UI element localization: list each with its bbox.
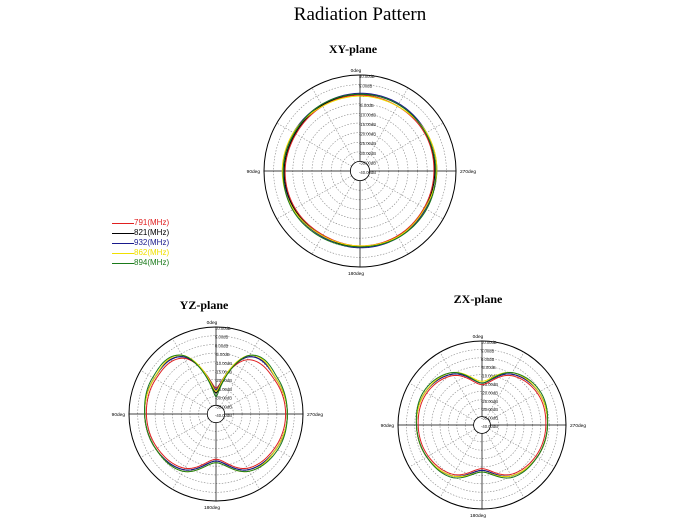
polar-grid-spoke	[172, 338, 212, 407]
polar-grid-spoke	[276, 122, 352, 167]
legend-label: 821(MHz)	[134, 228, 170, 237]
radial-tick-label: -5.00dB	[359, 103, 374, 108]
polar-grid-spoke	[409, 428, 475, 468]
legend-label: 932(MHz)	[134, 238, 170, 247]
radial-tick-label: -25.00dB	[481, 399, 498, 404]
radial-tick-label: -20.00dB	[481, 390, 498, 395]
legend-swatch	[112, 263, 134, 264]
radial-tick-label: -30.00dB	[215, 396, 232, 401]
angle-label-left: 90deg	[247, 169, 261, 175]
radial-tick-label: 5.00dB	[359, 84, 372, 89]
angle-label-top: 0deg	[473, 334, 484, 340]
polar-grid-spoke	[276, 175, 352, 220]
series-curve-894(MHz)	[144, 354, 288, 473]
polar-grid-spoke	[140, 418, 209, 458]
polar-grid-spoke	[439, 352, 479, 418]
polar-grid-spoke	[489, 428, 555, 468]
polar-plot-zx: 10.00dB 5.00dB 0.00dB -5.00dB -10.00dB -15.00…	[381, 334, 587, 519]
legend-swatch	[112, 243, 134, 244]
legend-label: 862(MHz)	[134, 248, 170, 257]
polar-grid-spoke	[172, 421, 212, 490]
radial-tick-label: -5.00dB	[215, 352, 230, 357]
radial-tick-label: -25.00dB	[215, 387, 232, 392]
chart-title-xy: XY-plane	[328, 42, 378, 56]
polar-center-circle	[473, 416, 491, 434]
legend-item: 932(MHz)	[112, 238, 172, 248]
chart-title-zx: ZX-plane	[453, 292, 503, 306]
legend-item: 821(MHz)	[112, 228, 172, 238]
radial-tick-label: -15.00dB	[481, 382, 498, 387]
polar-grid-spoke	[220, 338, 260, 407]
angle-label-top: 0deg	[351, 68, 362, 74]
angle-label-left: 90deg	[112, 412, 126, 418]
series-curve-862(MHz)	[281, 95, 438, 247]
legend-label: 894(MHz)	[134, 258, 170, 267]
angle-label-right: 270deg	[570, 423, 586, 429]
radial-tick-label: -5.00dB	[481, 365, 496, 370]
chart-title-yz: YZ-plane	[179, 298, 229, 312]
polar-grid-spoke	[364, 87, 409, 163]
angle-label-top: 0deg	[207, 320, 218, 326]
radial-tick-label: -35.00dB	[215, 404, 232, 409]
radial-tick-label: -20.00dB	[359, 132, 376, 137]
polar-grid-spoke	[439, 432, 479, 498]
legend-item: 791(MHz)	[112, 218, 172, 228]
polar-grid-spoke	[311, 87, 356, 163]
series-curve-894(MHz)	[282, 93, 437, 248]
radial-tick-label: -40.00dB	[359, 170, 376, 175]
radial-tick-label: 5.00dB	[481, 348, 494, 353]
polar-plot-yz: 10.00dB 5.00dB 0.00dB -5.00dB -10.00dB -15.00…	[112, 320, 324, 511]
radial-tick-label: -40.00dB	[481, 424, 498, 429]
radial-tick-label: -10.00dB	[359, 112, 376, 117]
radial-tick-label: -30.00dB	[481, 407, 498, 412]
polar-center-circle	[350, 161, 371, 182]
radial-tick-label: 10.00dB	[215, 326, 231, 331]
angle-label-left: 90deg	[381, 423, 395, 429]
angle-label-right: 270deg	[307, 412, 323, 418]
radial-tick-label: -10.00dB	[481, 374, 498, 379]
series-curve-791(MHz)	[417, 374, 547, 476]
radial-tick-label: 0.00dB	[215, 343, 228, 348]
polar-center-circle	[206, 404, 226, 424]
legend-label: 791(MHz)	[134, 218, 170, 227]
polar-plot-xy: 40.00dB5.00dB0.00dB-5.00dB-10.00dB-15.00…	[247, 68, 477, 277]
radial-tick-label: -15.00dB	[359, 122, 376, 127]
radial-tick-label: -35.00dB	[481, 416, 498, 421]
legend-swatch	[112, 223, 134, 224]
angle-label-bottom: 180deg	[348, 271, 364, 277]
series-curve-791(MHz)	[145, 357, 287, 470]
radial-tick-label: -30.00dB	[359, 151, 376, 156]
radial-tick-label: 5.00dB	[215, 335, 228, 340]
radial-tick-label: -35.00dB	[359, 160, 376, 165]
radial-tick-label: 40.00dB	[359, 74, 375, 79]
angle-label-bottom: 180deg	[470, 513, 486, 519]
legend-item: 862(MHz)	[112, 248, 172, 258]
polar-grid-spoke	[409, 382, 475, 422]
polar-grid-spoke	[140, 370, 209, 410]
legend-swatch	[112, 233, 134, 234]
legend-item: 894(MHz)	[112, 258, 172, 268]
polar-grid-spoke	[489, 382, 555, 422]
polar-grid-spoke	[220, 421, 260, 490]
angle-label-bottom: 180deg	[204, 505, 220, 511]
legend: 791(MHz) 821(MHz) 932(MHz) 862(MHz) 894(…	[112, 218, 172, 268]
page-title: Radiation Pattern	[293, 4, 427, 25]
polar-grid-spoke	[223, 370, 292, 410]
radial-tick-label: -40.00dB	[215, 413, 232, 418]
polar-grid-spoke	[485, 432, 525, 498]
radial-tick-label: -25.00dB	[359, 141, 376, 146]
legend-swatch	[112, 253, 134, 254]
angle-label-right: 270deg	[460, 169, 476, 175]
series-curve-894(MHz)	[415, 371, 549, 479]
radial-tick-label: -15.00dB	[215, 370, 232, 375]
radial-tick-label: 0.00dB	[481, 357, 494, 362]
radial-tick-label: -10.00dB	[215, 361, 232, 366]
polar-grid-spoke	[223, 418, 292, 458]
polar-grid-spoke	[485, 352, 525, 418]
radial-tick-label: 10.00dB	[481, 340, 497, 345]
